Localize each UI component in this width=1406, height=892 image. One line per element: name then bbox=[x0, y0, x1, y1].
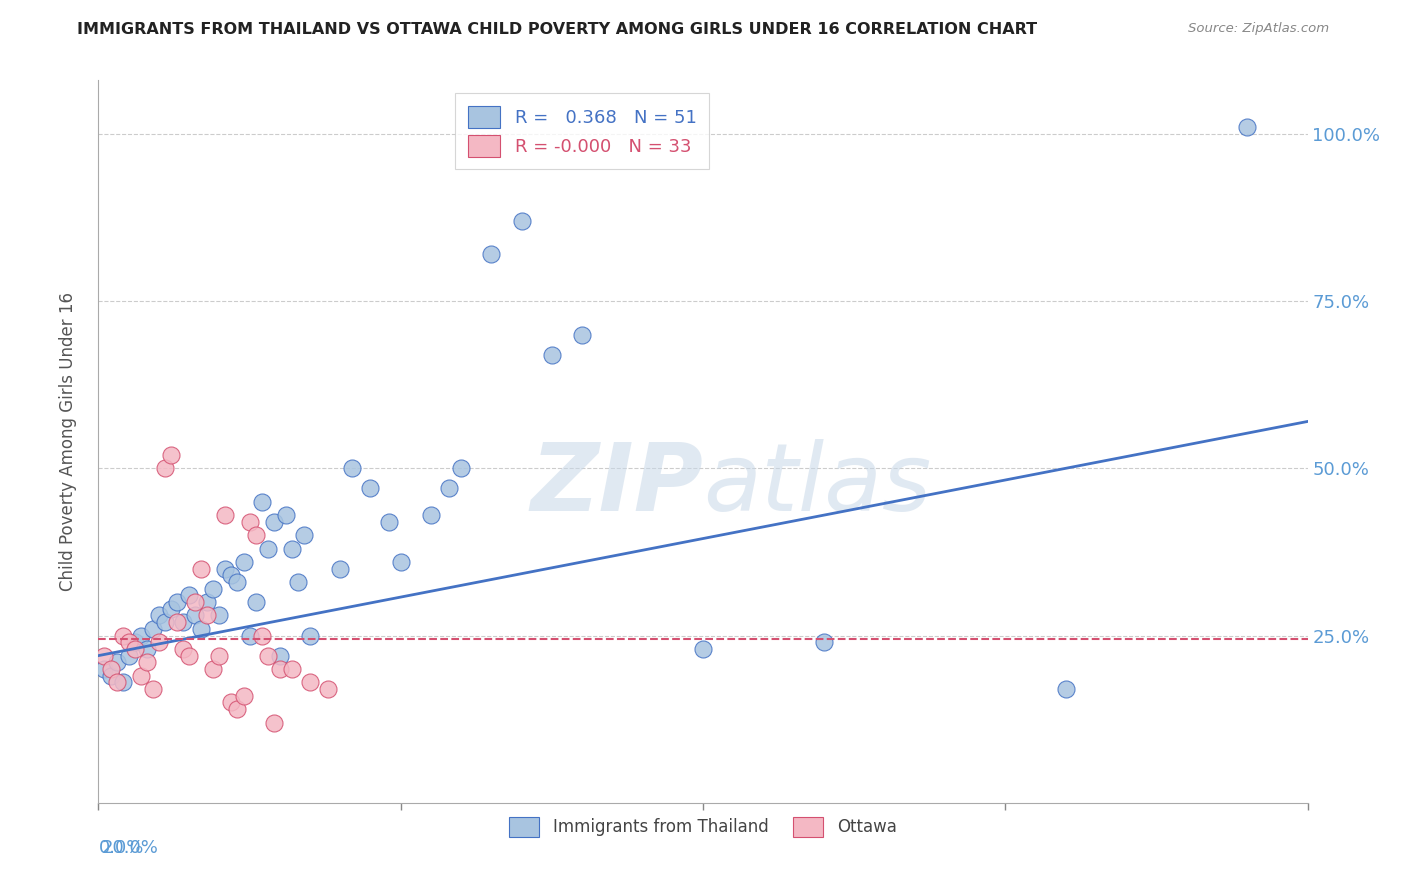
Point bbox=[148, 635, 170, 649]
Y-axis label: Child Poverty Among Girls Under 16: Child Poverty Among Girls Under 16 bbox=[59, 292, 77, 591]
Point bbox=[202, 662, 225, 676]
Point bbox=[389, 555, 412, 569]
Point bbox=[226, 575, 249, 590]
Point bbox=[221, 568, 243, 582]
Point bbox=[813, 635, 835, 649]
Point bbox=[269, 662, 291, 676]
Point bbox=[250, 494, 273, 508]
Text: Source: ZipAtlas.com: Source: ZipAtlas.com bbox=[1188, 22, 1329, 36]
Text: IMMIGRANTS FROM THAILAND VS OTTAWA CHILD POVERTY AMONG GIRLS UNDER 16 CORRELATIO: IMMIGRANTS FROM THAILAND VS OTTAWA CHILD… bbox=[77, 22, 1038, 37]
Point bbox=[510, 213, 533, 227]
Point bbox=[195, 608, 218, 623]
Point bbox=[93, 648, 115, 663]
Point bbox=[232, 555, 254, 569]
Point bbox=[111, 675, 134, 690]
Point bbox=[377, 515, 399, 529]
Point bbox=[129, 628, 152, 642]
Point bbox=[129, 669, 152, 683]
Point bbox=[281, 541, 304, 556]
Point bbox=[160, 448, 183, 462]
Point bbox=[166, 615, 188, 630]
Point bbox=[316, 681, 339, 696]
Point bbox=[184, 595, 207, 609]
Point bbox=[226, 702, 249, 716]
Point bbox=[287, 575, 309, 590]
Point bbox=[111, 628, 134, 642]
Point bbox=[571, 327, 593, 342]
Text: 20.0%: 20.0% bbox=[103, 838, 159, 857]
Text: atlas: atlas bbox=[703, 440, 931, 531]
Point bbox=[153, 615, 176, 630]
Point bbox=[124, 635, 146, 649]
Point bbox=[100, 662, 122, 676]
Point bbox=[153, 461, 176, 475]
Point bbox=[179, 589, 201, 603]
Point bbox=[1236, 120, 1258, 135]
Point bbox=[292, 528, 315, 542]
Point bbox=[93, 662, 115, 676]
Point bbox=[148, 608, 170, 623]
Point bbox=[269, 648, 291, 663]
Point bbox=[172, 642, 194, 657]
Point bbox=[105, 675, 128, 690]
Point bbox=[221, 696, 243, 710]
Point bbox=[202, 582, 225, 596]
Point bbox=[100, 669, 122, 683]
Point bbox=[118, 648, 141, 663]
Point bbox=[263, 515, 285, 529]
Point bbox=[692, 642, 714, 657]
Point bbox=[208, 648, 231, 663]
Point bbox=[256, 541, 278, 556]
Point bbox=[245, 528, 267, 542]
Point bbox=[135, 655, 157, 669]
Point bbox=[105, 655, 128, 669]
Point bbox=[118, 635, 141, 649]
Point bbox=[239, 628, 262, 642]
Point bbox=[281, 662, 304, 676]
Point bbox=[172, 615, 194, 630]
Point bbox=[179, 648, 201, 663]
Point bbox=[263, 715, 285, 730]
Point bbox=[1054, 681, 1077, 696]
Text: ZIP: ZIP bbox=[530, 439, 703, 531]
Point bbox=[160, 602, 183, 616]
Point bbox=[256, 648, 278, 663]
Point bbox=[190, 562, 212, 576]
Point bbox=[124, 642, 146, 657]
Point bbox=[342, 461, 364, 475]
Point bbox=[166, 595, 188, 609]
Point bbox=[195, 595, 218, 609]
Point bbox=[214, 562, 236, 576]
Point bbox=[329, 562, 352, 576]
Legend: Immigrants from Thailand, Ottawa: Immigrants from Thailand, Ottawa bbox=[498, 805, 908, 848]
Point bbox=[250, 628, 273, 642]
Text: 0.0%: 0.0% bbox=[98, 838, 143, 857]
Point bbox=[299, 675, 322, 690]
Point bbox=[142, 681, 165, 696]
Point bbox=[481, 247, 503, 261]
Point bbox=[245, 595, 267, 609]
Point bbox=[239, 515, 262, 529]
Point bbox=[450, 461, 472, 475]
Point bbox=[184, 608, 207, 623]
Point bbox=[540, 348, 562, 362]
Point bbox=[142, 622, 165, 636]
Point bbox=[437, 482, 460, 496]
Point bbox=[360, 482, 382, 496]
Point bbox=[214, 508, 236, 523]
Point bbox=[190, 622, 212, 636]
Point bbox=[232, 689, 254, 703]
Point bbox=[208, 608, 231, 623]
Point bbox=[135, 642, 157, 657]
Point bbox=[274, 508, 297, 523]
Point bbox=[299, 628, 322, 642]
Point bbox=[420, 508, 443, 523]
